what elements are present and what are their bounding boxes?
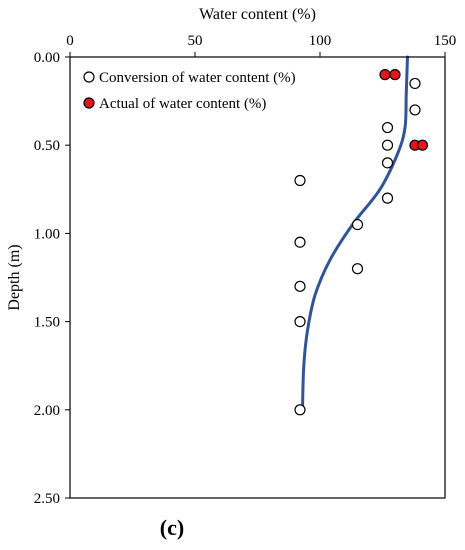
conversion-water-content-point — [381, 139, 394, 151]
plot-area-frame — [69, 56, 446, 499]
conversion-water-content-point — [409, 104, 421, 116]
x-tick-label: 50 — [188, 33, 203, 49]
conversion-water-content-point — [294, 316, 306, 328]
actual-water-content-point — [416, 139, 429, 151]
conversion-water-content-point — [381, 192, 394, 204]
y-axis-title: Depth (m) — [6, 244, 23, 310]
y-tick-label: 2.00 — [34, 403, 60, 419]
legend-actual-label: Actual of water content (%) — [99, 96, 266, 112]
actual-water-content-point — [389, 69, 401, 81]
conversion-water-content-point — [294, 404, 306, 416]
legend: Conversion of water content (%) Actual of… — [83, 70, 296, 112]
conversion-water-content-point — [409, 77, 421, 90]
conversion-water-content-point — [351, 263, 364, 275]
conversion-water-content-point — [351, 218, 364, 231]
trend-line-layer — [301, 55, 409, 412]
legend-conversion-label: Conversion of water content (%) — [99, 70, 296, 86]
x-tick-label: 150 — [434, 33, 457, 49]
y-tick-label: 0.00 — [34, 50, 60, 66]
y-tick-label: 1.50 — [34, 315, 60, 331]
trend-line — [301, 55, 409, 412]
axis-ticks: 0 50 100 150 0.00 0.50 1.00 1.50 2.00 2.50 — [34, 33, 457, 507]
y-tick-label: 2.50 — [34, 491, 60, 507]
x-tick-label: 0 — [66, 33, 74, 49]
y-tick-label: 1.00 — [34, 226, 60, 242]
x-axis-title: Water content (%) — [199, 6, 316, 23]
conversion-water-content-point — [294, 236, 306, 248]
conversion-water-content-point — [381, 157, 394, 169]
x-tick-label: 100 — [309, 33, 332, 49]
y-tick-label: 0.50 — [34, 138, 60, 154]
data-points-layer — [294, 69, 429, 416]
legend-conversion-marker — [83, 71, 95, 83]
actual-water-content-point — [379, 69, 391, 81]
legend-actual-marker — [83, 97, 95, 109]
conversion-water-content-point — [294, 174, 306, 187]
conversion-water-content-point — [381, 121, 394, 134]
conversion-water-content-point — [294, 280, 306, 292]
panel-label: (c) — [160, 515, 184, 540]
